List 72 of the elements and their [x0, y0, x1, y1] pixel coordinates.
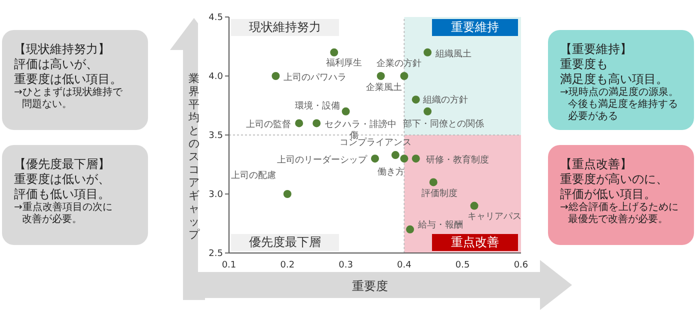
series-label: 組織の方針 [422, 94, 468, 106]
series-label: キャリアパス [467, 212, 522, 222]
point [400, 72, 408, 80]
series-label: 環境・設備 [294, 100, 340, 112]
point [371, 154, 379, 163]
band-label: 重要維持 [432, 19, 518, 36]
x-tick-label: 0.2 [280, 260, 295, 270]
text: →現時点の満足度の源泉。 [560, 87, 680, 98]
point [400, 154, 408, 163]
text: 【重要維持】 [560, 42, 633, 57]
x-axis-title: 重要度 [351, 278, 389, 295]
point [295, 119, 304, 128]
y-tick-label: 3.0 [208, 190, 224, 200]
text: 重要度は低いが、 [14, 172, 111, 187]
x-tick-label: 0.5 [455, 260, 470, 270]
text: 【優先度最下層】 [14, 157, 111, 172]
text: 評価が低い項目。 [560, 187, 657, 202]
point [376, 72, 385, 80]
text: 重要度は低い項目。 [14, 72, 123, 86]
x-tick-label: 0.3 [338, 260, 353, 270]
x-tick-label: 0.1 [222, 260, 236, 270]
text: 必要がある [567, 111, 619, 123]
series-label: 上司の監督 [246, 119, 292, 130]
y-tick-label: 2.5 [208, 249, 223, 260]
text: 【重点改善】 [560, 157, 633, 172]
point [342, 107, 350, 116]
point [272, 72, 280, 80]
text: 評価も低い項目。 [14, 187, 111, 202]
series-label: 部下・同僚との関係 [403, 118, 484, 130]
y-tick-label: 4.5 [208, 13, 223, 24]
y-tick-label: 4.0 [208, 72, 224, 82]
series-label: 評価制度 [421, 188, 458, 200]
text: 満足度も高い項目。 [560, 72, 669, 86]
series-label: 働き方 [378, 166, 405, 178]
text: 今後も満足度を維持する [567, 99, 679, 110]
point [424, 48, 432, 56]
text: 最優先で改善が必要。 [567, 214, 669, 226]
series-label: 福利厚生 [326, 57, 362, 68]
point [312, 119, 321, 128]
annotation: 優先度最下層 [231, 234, 339, 251]
text: →ひとまずは現状維持で [14, 87, 124, 99]
text: 改善が必要。 [21, 214, 83, 226]
series-label: 企業の方針 [376, 58, 422, 69]
point [406, 225, 414, 234]
series-label: 研修・教育制度 [426, 154, 489, 166]
text: 【現状維持努力】 [14, 42, 111, 57]
point [330, 48, 338, 56]
text: 重要度が高いのに、 [560, 172, 669, 187]
series-label: 上司の配慮 [230, 170, 276, 181]
band-label: 重点改善 [432, 234, 518, 251]
point [412, 96, 420, 104]
series-label: 給与・報酬 [417, 219, 464, 230]
series-label: 企業風土 [366, 82, 402, 93]
point [429, 178, 438, 186]
point [470, 202, 478, 210]
text: 重要度も [560, 57, 608, 72]
text: →重点改善項目の次に [14, 202, 114, 214]
series-label: 上司のパワハラ [284, 72, 347, 83]
y-tick-label: 3.5 [208, 131, 223, 142]
annotation: 現状維持努力 [231, 19, 339, 36]
text: →総合評価を上げるために [560, 202, 680, 214]
text: 業界平均とのスコアギャップ [188, 72, 200, 241]
series-label: 組織風土 [434, 48, 472, 60]
point [412, 154, 420, 163]
text: 問題ない。 [21, 99, 73, 111]
x-tick-label: 0.6 [514, 260, 528, 270]
series-label: 上司のリーダーシップ [277, 154, 368, 166]
point [424, 107, 432, 116]
text: 評価は高いが、 [14, 57, 99, 72]
point [283, 190, 292, 198]
point [391, 151, 400, 160]
x-tick-label: 0.4 [397, 260, 412, 270]
